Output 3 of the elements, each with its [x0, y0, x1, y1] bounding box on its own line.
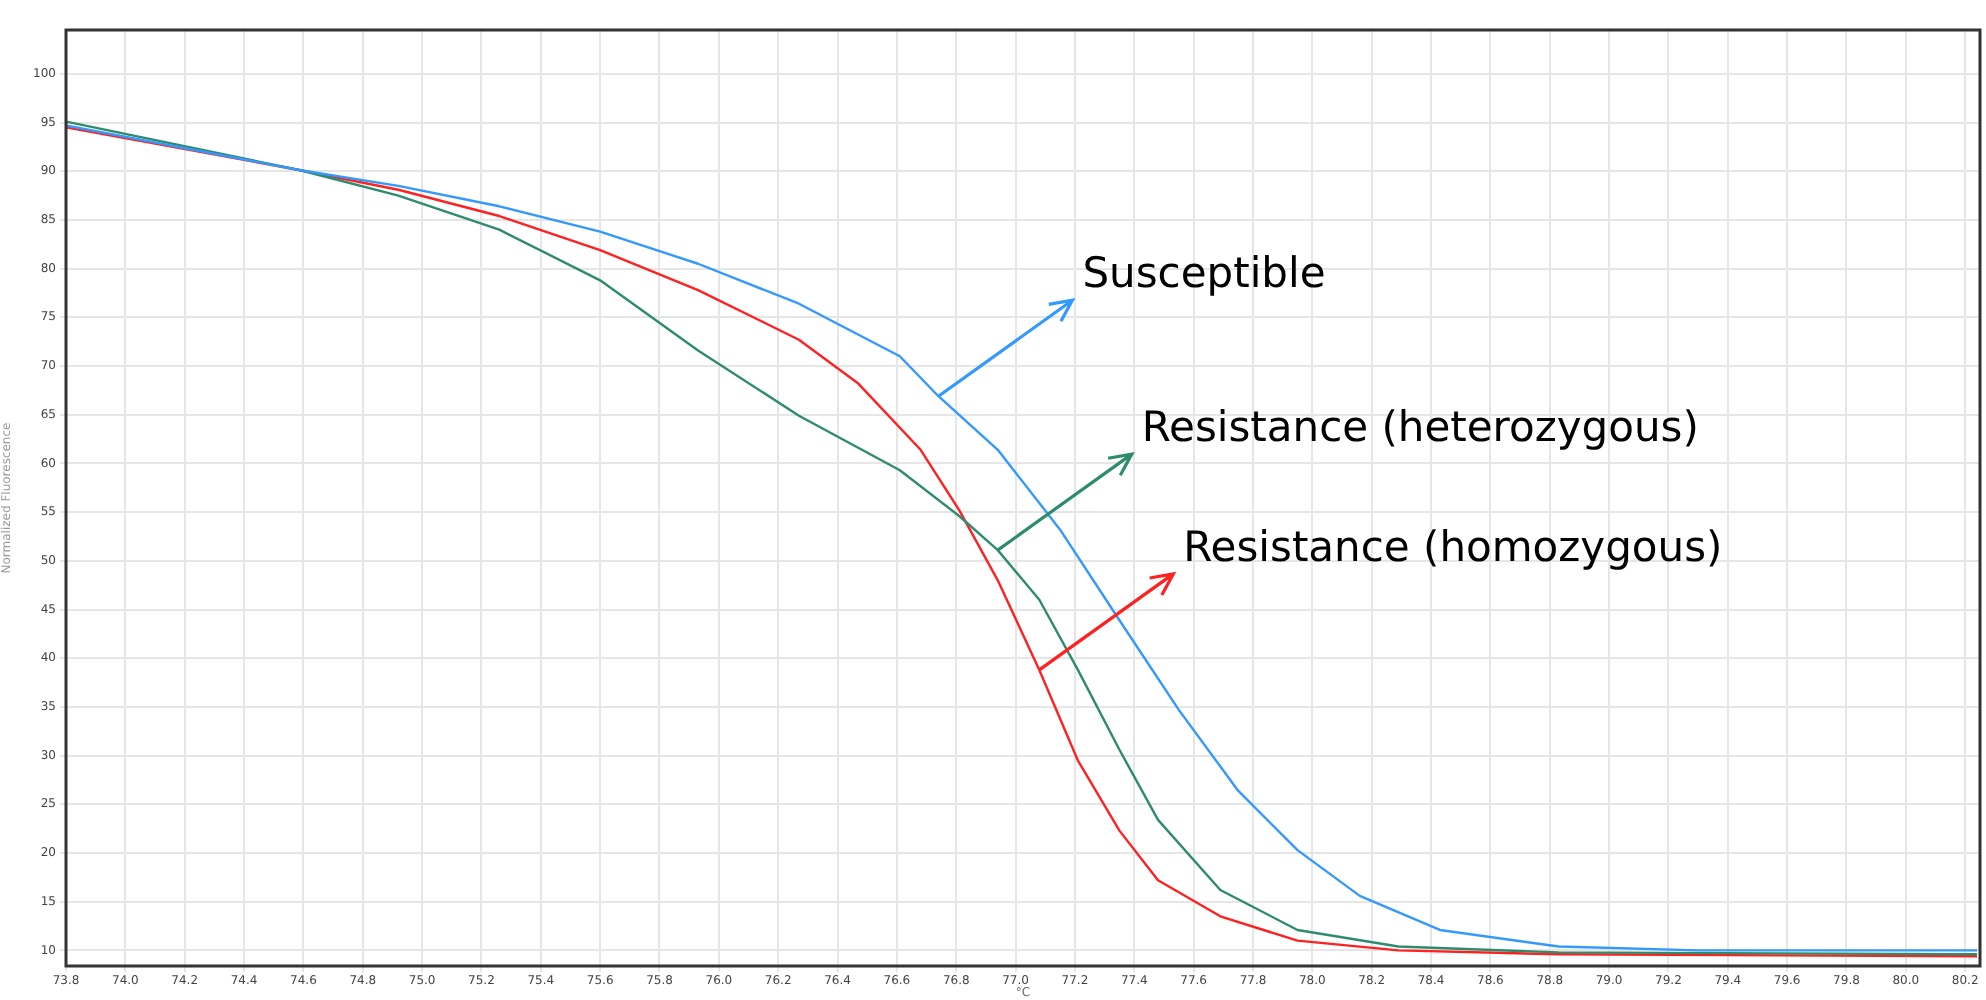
- annotation: Resistance (heterozygous): [1141, 403, 1699, 452]
- annotation: Susceptible: [1082, 249, 1326, 298]
- annotation: Resistance (homozygous): [1183, 522, 1723, 571]
